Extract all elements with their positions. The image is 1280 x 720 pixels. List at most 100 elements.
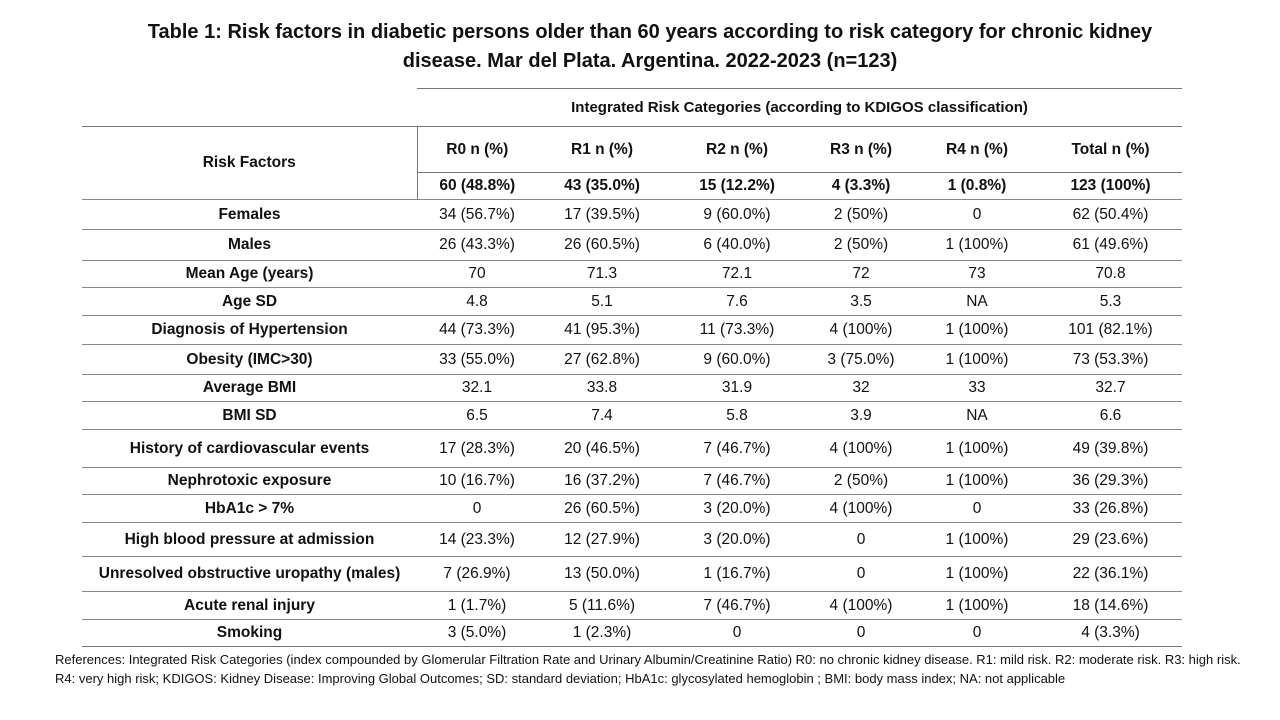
table-cell: 7 (46.7%) bbox=[667, 467, 807, 495]
table-cell: 6 (40.0%) bbox=[667, 229, 807, 261]
table-cell: NA bbox=[915, 287, 1039, 316]
table-cell: 26 (43.3%) bbox=[417, 229, 537, 261]
table-cell: 33.8 bbox=[537, 374, 667, 402]
row-label: BMI SD bbox=[82, 401, 417, 430]
row-label: Mean Age (years) bbox=[82, 260, 417, 288]
table-cell: 44 (73.3%) bbox=[417, 315, 537, 345]
table-cell: 18 (14.6%) bbox=[1039, 591, 1183, 620]
table-row: Unresolved obstructive uropathy (males) 7… bbox=[82, 556, 1183, 592]
column-total-r1: 43 (35.0%) bbox=[537, 172, 667, 200]
column-total-r3: 4 (3.3%) bbox=[807, 172, 915, 200]
table-cell: 49 (39.8%) bbox=[1039, 429, 1183, 468]
row-label: Males bbox=[82, 229, 417, 261]
table-cell: 0 bbox=[807, 619, 915, 647]
table-cell: 16 (37.2%) bbox=[537, 467, 667, 495]
table-row: Mean Age (years) 70 71.3 72.1 72 73 70.8 bbox=[82, 260, 1183, 288]
table-cell: 22 (36.1%) bbox=[1039, 556, 1183, 592]
table-cell: 61 (49.6%) bbox=[1039, 229, 1183, 261]
table-cell: 4 (100%) bbox=[807, 494, 915, 523]
table-cell: NA bbox=[915, 401, 1039, 430]
row-label: Unresolved obstructive uropathy (males) bbox=[82, 556, 417, 592]
table-cell: 0 bbox=[915, 199, 1039, 230]
row-label: HbA1c > 7% bbox=[82, 494, 417, 523]
table-cell: 13 (50.0%) bbox=[537, 556, 667, 592]
table-cell: 1 (100%) bbox=[915, 556, 1039, 592]
table-cell: 2 (50%) bbox=[807, 229, 915, 261]
table-cell: 62 (50.4%) bbox=[1039, 199, 1183, 230]
table-row: Males 26 (43.3%) 26 (60.5%) 6 (40.0%) 2 (50%… bbox=[82, 229, 1183, 261]
table-cell: 31.9 bbox=[667, 374, 807, 402]
table-cell: 1 (100%) bbox=[915, 522, 1039, 557]
table-cell: 4 (100%) bbox=[807, 429, 915, 468]
table-cell: 3 (5.0%) bbox=[417, 619, 537, 647]
table-cell: 32.1 bbox=[417, 374, 537, 402]
table-cell: 71.3 bbox=[537, 260, 667, 288]
table-cell: 3.9 bbox=[807, 401, 915, 430]
row-label: Smoking bbox=[82, 619, 417, 647]
table-cell: 5.8 bbox=[667, 401, 807, 430]
row-label: Diagnosis of Hypertension bbox=[82, 315, 417, 345]
table-cell: 2 (50%) bbox=[807, 199, 915, 230]
table-cell: 33 bbox=[915, 374, 1039, 402]
table-cell: 9 (60.0%) bbox=[667, 344, 807, 375]
table-cell: 4 (100%) bbox=[807, 591, 915, 620]
table-cell: 7 (46.7%) bbox=[667, 429, 807, 468]
table-cell: 1 (100%) bbox=[915, 467, 1039, 495]
table-cell: 4 (100%) bbox=[807, 315, 915, 345]
table-title: Table 1: Risk factors in diabetic person… bbox=[100, 18, 1200, 76]
table-cell: 73 bbox=[915, 260, 1039, 288]
table-cell: 4 (3.3%) bbox=[1039, 619, 1183, 647]
table-cell: 14 (23.3%) bbox=[417, 522, 537, 557]
table-cell: 3.5 bbox=[807, 287, 915, 316]
table-cell: 0 bbox=[915, 619, 1039, 647]
table-row: Obesity (IMC>30) 33 (55.0%) 27 (62.8%) 9 (6… bbox=[82, 344, 1183, 375]
table-cell: 7.4 bbox=[537, 401, 667, 430]
table-cell: 1 (100%) bbox=[915, 344, 1039, 375]
column-header-total: Total n (%) bbox=[1071, 140, 1150, 158]
group-header-row: Integrated Risk Categories (according to… bbox=[82, 88, 1183, 127]
table-cell: 6.6 bbox=[1039, 401, 1183, 430]
column-totals-row: 60 (48.8%) 43 (35.0%) 15 (12.2%) 4 (3.3%… bbox=[82, 172, 1183, 200]
table-row: Smoking 3 (5.0%) 1 (2.3%) 0 0 0 4 (3.3%) bbox=[82, 619, 1183, 647]
header-blank-cell bbox=[82, 89, 417, 127]
table-row: Age SD 4.8 5.1 7.6 3.5 NA 5.3 bbox=[82, 287, 1183, 316]
table-cell: 6.5 bbox=[417, 401, 537, 430]
column-header-r4: R4 n (%) bbox=[946, 140, 1008, 158]
table-cell: 11 (73.3%) bbox=[667, 315, 807, 345]
table-cell: 0 bbox=[807, 522, 915, 557]
row-label: Females bbox=[82, 199, 417, 230]
risk-factors-header: Risk Factors bbox=[82, 126, 417, 200]
table-cell: 7.6 bbox=[667, 287, 807, 316]
table-cell: 72 bbox=[807, 260, 915, 288]
risk-factors-table: Integrated Risk Categories (according to… bbox=[82, 88, 1183, 647]
table-row: Average BMI 32.1 33.8 31.9 32 33 32.7 bbox=[82, 374, 1183, 402]
column-total-r4: 1 (0.8%) bbox=[915, 172, 1039, 200]
row-label: History of cardiovascular events bbox=[82, 429, 417, 468]
column-total-r2: 15 (12.2%) bbox=[667, 172, 807, 200]
table-cell: 4.8 bbox=[417, 287, 537, 316]
row-label: Nephrotoxic exposure bbox=[82, 467, 417, 495]
table-cell: 7 (46.7%) bbox=[667, 591, 807, 620]
references-note: References: Integrated Risk Categories (… bbox=[55, 652, 1241, 686]
row-label: High blood pressure at admission bbox=[82, 522, 417, 557]
table-cell: 26 (60.5%) bbox=[537, 229, 667, 261]
table-cell: 26 (60.5%) bbox=[537, 494, 667, 523]
table-cell: 3 (20.0%) bbox=[667, 522, 807, 557]
table-row: BMI SD 6.5 7.4 5.8 3.9 NA 6.6 bbox=[82, 401, 1183, 430]
table-row: History of cardiovascular events 17 (28.3… bbox=[82, 429, 1183, 468]
row-label: Acute renal injury bbox=[82, 591, 417, 620]
table-cell: 101 (82.1%) bbox=[1039, 315, 1183, 345]
table-cell: 2 (50%) bbox=[807, 467, 915, 495]
table-cell: 17 (39.5%) bbox=[537, 199, 667, 230]
row-label: Age SD bbox=[82, 287, 417, 316]
column-header-r3: R3 n (%) bbox=[830, 140, 892, 158]
table-cell: 0 bbox=[417, 494, 537, 523]
table-cell: 17 (28.3%) bbox=[417, 429, 537, 468]
table-cell: 0 bbox=[915, 494, 1039, 523]
table-cell: 73 (53.3%) bbox=[1039, 344, 1183, 375]
table-cell: 3 (20.0%) bbox=[667, 494, 807, 523]
column-header-r1: R1 n (%) bbox=[571, 140, 633, 158]
table-row: Nephrotoxic exposure 10 (16.7%) 16 (37.2%)… bbox=[82, 467, 1183, 495]
table-row: High blood pressure at admission 14 (23.3… bbox=[82, 522, 1183, 557]
column-header-r2: R2 n (%) bbox=[706, 140, 768, 158]
